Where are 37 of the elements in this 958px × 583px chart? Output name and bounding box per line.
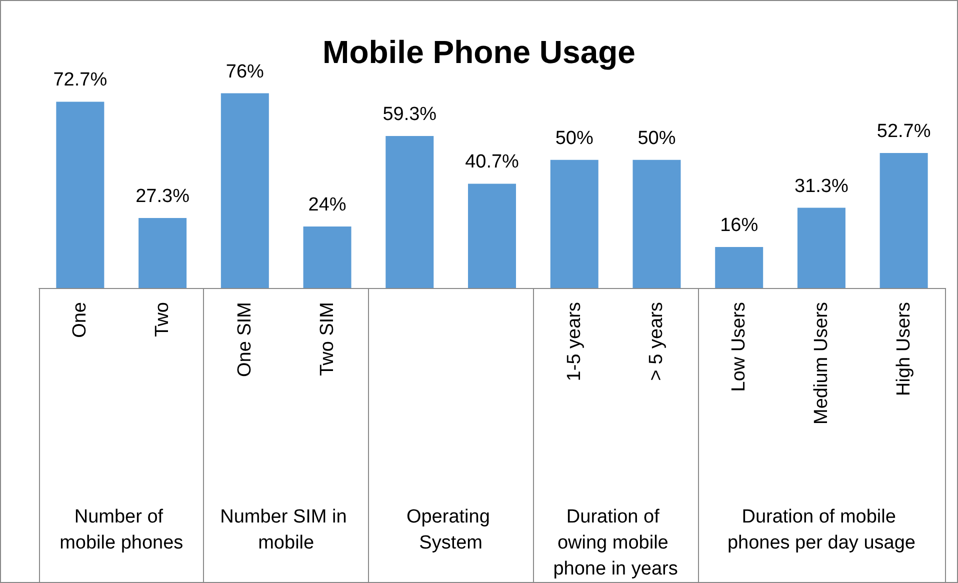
x-tick-label: Low Users bbox=[728, 302, 750, 392]
data-label: 52.7% bbox=[876, 120, 931, 142]
x-tick-label: Medium Users bbox=[810, 302, 832, 424]
x-tick-label: High Users bbox=[893, 302, 914, 396]
x-tick-label: > 5 years bbox=[646, 302, 668, 381]
text: Number of mobile phones bbox=[60, 506, 184, 554]
data-label: 16% bbox=[720, 215, 758, 236]
bar bbox=[56, 102, 104, 288]
data-label: 27.3% bbox=[136, 186, 190, 208]
bar bbox=[386, 136, 434, 288]
bar bbox=[303, 226, 352, 288]
bar bbox=[550, 160, 598, 288]
data-label: 31.3% bbox=[794, 176, 848, 197]
bar bbox=[138, 218, 187, 288]
data-label: 59.3% bbox=[382, 104, 437, 126]
data-label: 50% bbox=[638, 128, 676, 149]
text: Duration of mobile phones per day usage bbox=[727, 506, 916, 554]
x-tick-label: Two SIM bbox=[316, 302, 338, 376]
text: Duration of owing mobile phone in years bbox=[553, 506, 678, 580]
data-label: 76% bbox=[226, 61, 264, 82]
x-tick-label: 1-5 years bbox=[564, 302, 585, 382]
bar bbox=[880, 152, 928, 288]
data-label: 50% bbox=[555, 128, 594, 149]
text: Number SIM in mobile bbox=[220, 506, 352, 554]
x-tick-label: One bbox=[70, 302, 91, 338]
bar bbox=[632, 160, 681, 288]
data-label: 72.7% bbox=[53, 70, 108, 91]
x-tick-label: One SIM bbox=[234, 302, 256, 377]
bar bbox=[468, 184, 516, 288]
bar bbox=[220, 93, 269, 288]
data-label: 24% bbox=[308, 194, 346, 216]
x-tick-label: Two bbox=[152, 302, 174, 337]
data-label: 40.7% bbox=[465, 152, 520, 173]
bar bbox=[715, 247, 764, 288]
chart-title: Mobile Phone Usage bbox=[322, 34, 636, 70]
bar bbox=[797, 208, 846, 288]
text: Operating System bbox=[406, 506, 496, 554]
